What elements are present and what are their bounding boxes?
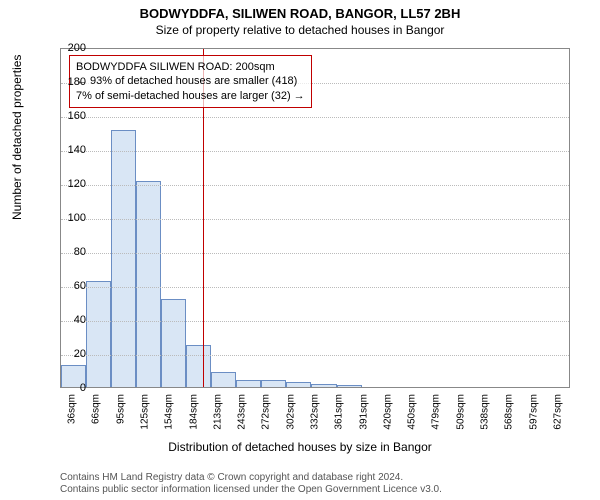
histogram-bar [186, 345, 211, 387]
ytick-label: 40 [74, 314, 86, 326]
xtick-label: 361sqm [334, 394, 345, 430]
ytick-label: 100 [68, 212, 86, 224]
ytick-label: 200 [68, 42, 86, 54]
annotation-line: ← 93% of detached houses are smaller (41… [76, 74, 305, 88]
xtick-label: 125sqm [140, 394, 151, 430]
plot-region: BODWYDDFA SILIWEN ROAD: 200sqm← 93% of d… [60, 48, 570, 388]
footer-attribution: Contains HM Land Registry data © Crown c… [60, 472, 442, 496]
xtick-label: 568sqm [504, 394, 515, 430]
xtick-label: 272sqm [261, 394, 272, 430]
ytick-label: 20 [74, 348, 86, 360]
gridline-h [61, 219, 569, 220]
xtick-label: 154sqm [164, 394, 175, 430]
histogram-bar [286, 382, 311, 387]
annotation-line: 7% of semi-detached houses are larger (3… [76, 89, 305, 103]
xtick-label: 302sqm [285, 394, 296, 430]
chart-title-sub: Size of property relative to detached ho… [0, 21, 600, 37]
ytick-label: 60 [74, 280, 86, 292]
ytick-label: 120 [68, 178, 86, 190]
xtick-label: 597sqm [528, 394, 539, 430]
xtick-label: 36sqm [67, 394, 78, 424]
ytick-label: 0 [80, 382, 86, 394]
xtick-label: 509sqm [455, 394, 466, 430]
gridline-h [61, 321, 569, 322]
footer-line-2: Contains public sector information licen… [60, 484, 442, 496]
xtick-label: 243sqm [237, 394, 248, 430]
histogram-bar [86, 281, 111, 387]
ytick-label: 140 [68, 144, 86, 156]
gridline-h [61, 185, 569, 186]
gridline-h [61, 151, 569, 152]
histogram-bar [161, 299, 186, 387]
xtick-label: 538sqm [480, 394, 491, 430]
histogram-bar [211, 372, 236, 387]
xtick-label: 184sqm [188, 394, 199, 430]
ytick-label: 160 [68, 110, 86, 122]
xtick-label: 213sqm [212, 394, 223, 430]
xtick-label: 95sqm [115, 394, 126, 424]
xtick-label: 332sqm [310, 394, 321, 430]
histogram-bar [136, 181, 161, 387]
y-axis-label: Number of detached properties [10, 55, 24, 220]
x-axis-label: Distribution of detached houses by size … [0, 440, 600, 454]
footer-line-1: Contains HM Land Registry data © Crown c… [60, 472, 442, 484]
ytick-label: 180 [68, 76, 86, 88]
xtick-label: 450sqm [407, 394, 418, 430]
histogram-bar [236, 380, 261, 387]
annotation-box: BODWYDDFA SILIWEN ROAD: 200sqm← 93% of d… [69, 55, 312, 108]
gridline-h [61, 253, 569, 254]
gridline-h [61, 355, 569, 356]
annotation-line: BODWYDDFA SILIWEN ROAD: 200sqm [76, 60, 305, 74]
xtick-label: 479sqm [431, 394, 442, 430]
gridline-h [61, 287, 569, 288]
xtick-label: 420sqm [382, 394, 393, 430]
histogram-bar [311, 384, 336, 387]
histogram-bar [337, 385, 362, 387]
ytick-label: 80 [74, 246, 86, 258]
xtick-label: 627sqm [552, 394, 563, 430]
histogram-bar [261, 380, 286, 387]
chart-title-main: BODWYDDFA, SILIWEN ROAD, BANGOR, LL57 2B… [0, 0, 600, 21]
histogram-bar [111, 130, 136, 387]
chart-area: BODWYDDFA SILIWEN ROAD: 200sqm← 93% of d… [60, 48, 570, 418]
gridline-h [61, 117, 569, 118]
xtick-label: 391sqm [358, 394, 369, 430]
xtick-label: 66sqm [91, 394, 102, 424]
